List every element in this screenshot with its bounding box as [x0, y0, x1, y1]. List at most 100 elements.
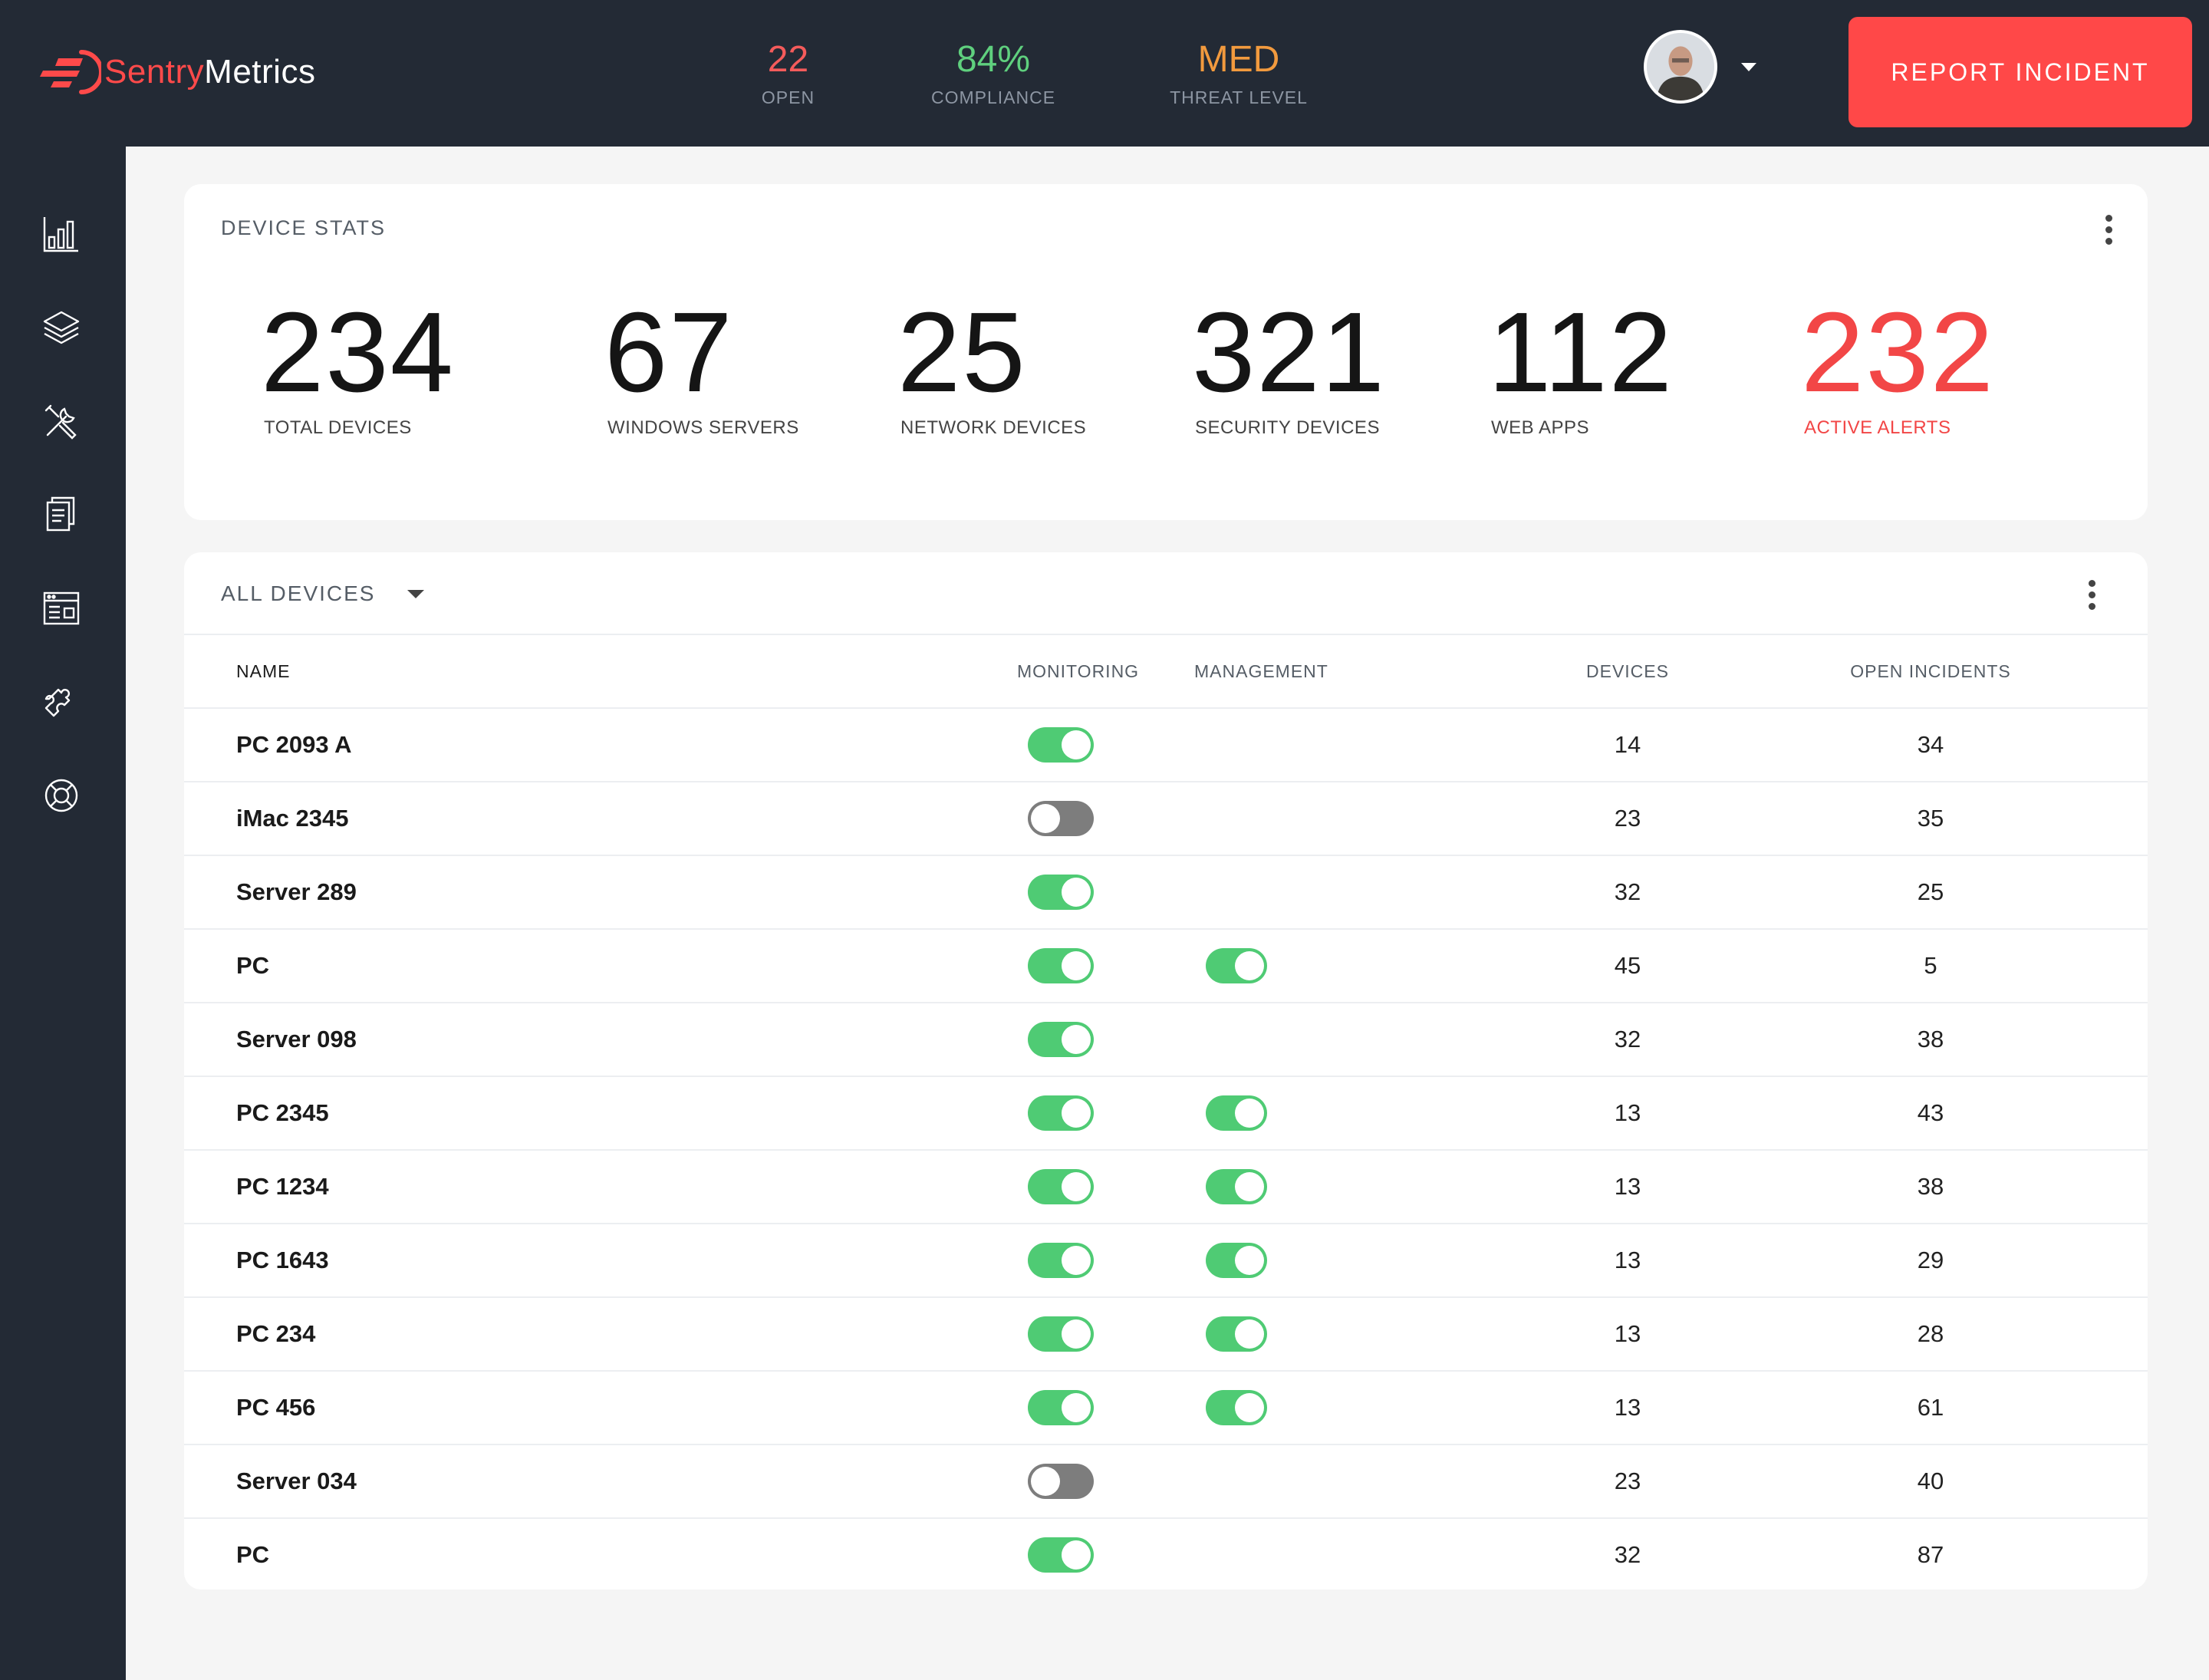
- table-row[interactable]: PC 32 87: [184, 1518, 2148, 1589]
- kpi-open-value: 22: [767, 39, 809, 80]
- device-name[interactable]: Server 289: [236, 878, 357, 905]
- device-name[interactable]: iMac 2345: [236, 805, 349, 832]
- device-name[interactable]: PC: [236, 1541, 270, 1568]
- table-row[interactable]: PC 456 13 61: [184, 1371, 2148, 1444]
- column-header-monitoring[interactable]: MONITORING: [841, 634, 1164, 708]
- management-toggle[interactable]: [1206, 1390, 1267, 1425]
- monitoring-cell: [841, 929, 1164, 1003]
- stat-windows-servers[interactable]: 67 WINDOWS SERVERS: [604, 292, 799, 439]
- browser-window-icon[interactable]: [41, 588, 81, 628]
- table-more-options-icon[interactable]: [2087, 580, 2096, 611]
- device-name[interactable]: PC 1643: [236, 1247, 329, 1273]
- row-spacer: [2092, 1224, 2148, 1297]
- lifebuoy-icon[interactable]: [41, 776, 81, 815]
- table-row[interactable]: PC 1234 13 38: [184, 1150, 2148, 1224]
- stat-total-devices[interactable]: 234 TOTAL DEVICES: [261, 292, 455, 439]
- monitoring-toggle[interactable]: [1028, 1169, 1094, 1204]
- monitoring-toggle[interactable]: [1028, 875, 1094, 910]
- monitoring-toggle[interactable]: [1028, 1390, 1094, 1425]
- stat-label: SECURITY DEVICES: [1195, 417, 1380, 438]
- monitoring-toggle[interactable]: [1028, 1464, 1094, 1499]
- device-name[interactable]: PC 2345: [236, 1099, 329, 1126]
- devices-count: 45: [1614, 952, 1641, 979]
- devices-count: 23: [1614, 1468, 1641, 1494]
- monitoring-toggle[interactable]: [1028, 1537, 1094, 1573]
- table-row[interactable]: Server 034 23 40: [184, 1444, 2148, 1518]
- stat-label: NETWORK DEVICES: [900, 417, 1087, 438]
- user-avatar[interactable]: [1644, 30, 1717, 104]
- device-name[interactable]: PC 456: [236, 1394, 316, 1421]
- monitoring-cell: [841, 1371, 1164, 1444]
- sentry-logo-icon: [40, 50, 101, 94]
- table-row[interactable]: PC 2345 13 43: [184, 1076, 2148, 1150]
- devices-count: 32: [1614, 1541, 1641, 1568]
- brand-name: SentryMetrics: [104, 53, 316, 91]
- kpi-compliance[interactable]: 84% COMPLIANCE: [913, 38, 1074, 108]
- stat-label: TOTAL DEVICES: [264, 417, 412, 438]
- open-incidents-count: 38: [1917, 1173, 1944, 1200]
- monitoring-toggle[interactable]: [1028, 1316, 1094, 1352]
- device-name[interactable]: PC 2093 A: [236, 731, 352, 758]
- table-row[interactable]: PC 2093 A 14 34: [184, 708, 2148, 782]
- device-name[interactable]: PC 1234: [236, 1173, 329, 1200]
- stat-active-alerts[interactable]: 232 ACTIVE ALERTS: [1801, 292, 1995, 439]
- device-name[interactable]: PC 234: [236, 1320, 316, 1347]
- management-toggle[interactable]: [1206, 948, 1267, 983]
- stat-value: 67: [604, 289, 734, 416]
- column-header-management[interactable]: MANAGEMENT: [1164, 634, 1486, 708]
- devices-count: 13: [1614, 1320, 1641, 1347]
- chevron-down-icon: [407, 589, 425, 598]
- logo[interactable]: SentryMetrics: [35, 48, 315, 97]
- stat-web-apps[interactable]: 112 WEB APPS: [1488, 292, 1674, 439]
- device-filter-dropdown[interactable]: ALL DEVICES: [221, 581, 425, 606]
- column-header-spacer: [2092, 634, 2148, 708]
- monitoring-toggle[interactable]: [1028, 727, 1094, 763]
- management-toggle[interactable]: [1206, 1095, 1267, 1131]
- table-row[interactable]: PC 1643 13 29: [184, 1224, 2148, 1297]
- kpi-threat-level[interactable]: MED THREAT LEVEL: [1158, 38, 1319, 108]
- monitoring-toggle[interactable]: [1028, 1095, 1094, 1131]
- documents-icon[interactable]: [41, 495, 81, 535]
- kpi-threat-value: MED: [1197, 39, 1280, 80]
- stat-network-devices[interactable]: 25 NETWORK DEVICES: [897, 292, 1086, 439]
- row-spacer: [2092, 1371, 2148, 1444]
- management-toggle[interactable]: [1206, 1169, 1267, 1204]
- table-row[interactable]: Server 289 32 25: [184, 855, 2148, 929]
- management-cell: [1164, 1150, 1486, 1224]
- tools-icon[interactable]: [41, 401, 81, 441]
- monitoring-cell: [841, 855, 1164, 929]
- stat-security-devices[interactable]: 321 SECURITY DEVICES: [1192, 292, 1386, 439]
- column-header-devices[interactable]: DEVICES: [1586, 660, 1669, 681]
- row-spacer: [2092, 1518, 2148, 1589]
- row-spacer: [2092, 1297, 2148, 1371]
- table-row[interactable]: iMac 2345 23 35: [184, 782, 2148, 855]
- table-row[interactable]: PC 45 5: [184, 929, 2148, 1003]
- stats-more-options-icon[interactable]: [2104, 215, 2113, 245]
- monitoring-cell: [841, 1076, 1164, 1150]
- bar-chart-icon[interactable]: [41, 214, 81, 254]
- user-menu-chevron-down-icon[interactable]: [1741, 63, 1756, 71]
- column-header-open-incidents[interactable]: OPEN INCIDENTS: [1850, 660, 2011, 681]
- management-cell: [1164, 1003, 1486, 1076]
- table-row[interactable]: Server 098 32 38: [184, 1003, 2148, 1076]
- device-name[interactable]: PC: [236, 952, 270, 979]
- sidebar: [0, 147, 126, 1680]
- monitoring-toggle[interactable]: [1028, 1022, 1094, 1057]
- monitoring-toggle[interactable]: [1028, 1243, 1094, 1278]
- management-toggle[interactable]: [1206, 1243, 1267, 1278]
- layers-icon[interactable]: [41, 308, 81, 348]
- report-incident-button[interactable]: REPORT INCIDENT: [1849, 17, 2192, 127]
- table-row[interactable]: PC 234 13 28: [184, 1297, 2148, 1371]
- monitoring-toggle[interactable]: [1028, 948, 1094, 983]
- puzzle-icon[interactable]: [41, 682, 81, 722]
- device-name[interactable]: Server 034: [236, 1468, 357, 1494]
- open-incidents-count: 5: [1924, 952, 1937, 979]
- management-toggle[interactable]: [1206, 1316, 1267, 1352]
- management-cell: [1164, 708, 1486, 782]
- kpi-open[interactable]: 22 OPEN: [721, 38, 855, 108]
- kpi-open-label: OPEN: [761, 87, 815, 107]
- column-header-name[interactable]: NAME: [236, 660, 291, 681]
- device-name[interactable]: Server 098: [236, 1026, 357, 1052]
- monitoring-toggle[interactable]: [1028, 801, 1094, 836]
- device-stats-title: DEVICE STATS: [221, 216, 387, 239]
